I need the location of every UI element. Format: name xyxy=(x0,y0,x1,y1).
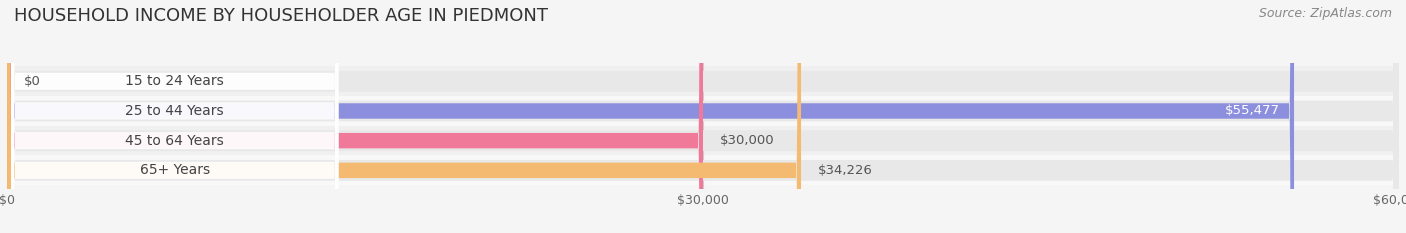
FancyBboxPatch shape xyxy=(7,66,1399,96)
Text: 45 to 64 Years: 45 to 64 Years xyxy=(125,134,224,148)
FancyBboxPatch shape xyxy=(11,0,339,233)
FancyBboxPatch shape xyxy=(7,0,1399,233)
FancyBboxPatch shape xyxy=(7,0,1294,233)
FancyBboxPatch shape xyxy=(11,0,339,233)
Text: 15 to 24 Years: 15 to 24 Years xyxy=(125,74,224,88)
FancyBboxPatch shape xyxy=(7,126,1399,155)
Text: 25 to 44 Years: 25 to 44 Years xyxy=(125,104,224,118)
Text: $34,226: $34,226 xyxy=(818,164,873,177)
Text: $0: $0 xyxy=(24,75,41,88)
FancyBboxPatch shape xyxy=(7,155,1399,185)
Text: Source: ZipAtlas.com: Source: ZipAtlas.com xyxy=(1258,7,1392,20)
Text: $55,477: $55,477 xyxy=(1225,104,1279,117)
FancyBboxPatch shape xyxy=(7,0,1399,233)
Text: 65+ Years: 65+ Years xyxy=(139,163,209,177)
FancyBboxPatch shape xyxy=(11,0,339,233)
FancyBboxPatch shape xyxy=(7,0,801,233)
FancyBboxPatch shape xyxy=(7,96,1399,126)
FancyBboxPatch shape xyxy=(11,0,339,233)
Text: HOUSEHOLD INCOME BY HOUSEHOLDER AGE IN PIEDMONT: HOUSEHOLD INCOME BY HOUSEHOLDER AGE IN P… xyxy=(14,7,548,25)
FancyBboxPatch shape xyxy=(7,0,1399,233)
FancyBboxPatch shape xyxy=(7,0,703,233)
Text: $30,000: $30,000 xyxy=(720,134,775,147)
FancyBboxPatch shape xyxy=(7,0,1399,233)
